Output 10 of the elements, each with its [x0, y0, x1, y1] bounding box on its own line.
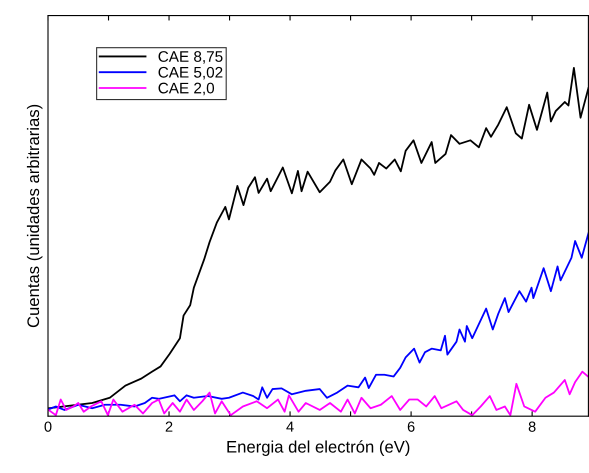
x-tick-label: 0: [44, 421, 52, 432]
legend-label: CAE 2,0: [158, 82, 214, 96]
legend-label: CAE 8,75: [158, 51, 223, 64]
legend-label: CAE 5,02: [158, 66, 222, 80]
y-axis-title: Cuentas (unidades arbitrarias): [26, 104, 42, 328]
x-tick-label: 4: [286, 422, 294, 432]
x-tick-label: 6: [408, 421, 415, 432]
x-tick-label: 8: [528, 421, 536, 432]
x-axis-title: Energia del electrón (eV): [227, 440, 410, 456]
x-tick-label: 2: [166, 421, 172, 432]
